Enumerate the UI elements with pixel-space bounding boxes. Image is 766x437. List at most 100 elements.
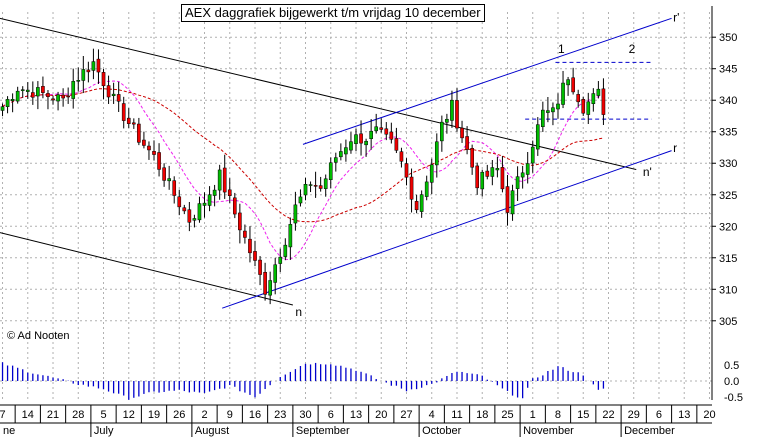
candle-body [31,92,35,98]
candle-body [399,151,404,162]
candle-body [51,98,55,101]
price-tick-label: 305 [719,316,737,328]
candle-body [147,145,151,151]
candle-body [389,131,394,140]
candle-body [283,244,288,257]
candle-body [475,165,480,189]
date-tick-label: 12 [123,409,135,421]
candle-body [500,167,505,190]
candle-body [601,88,606,115]
candle-body [152,151,156,155]
candle-body [354,134,358,145]
candle-body [485,170,490,177]
channel-bottom-label: r [673,141,677,155]
candle-body [187,209,192,223]
long-moving-average [2,88,604,223]
candle-body [515,176,520,189]
candle-body [253,251,257,261]
candle-body [520,172,525,178]
price-tick-label: 345 [719,64,737,76]
candle-body [359,133,363,144]
date-tick-label: 20 [703,409,715,421]
peak-1-label: 1 [558,42,565,56]
price-tick-label: 340 [719,95,737,107]
candle-body [525,163,530,175]
candle-body [298,196,303,204]
candle-body [561,82,565,105]
candle-body [429,164,434,183]
candle-body [596,88,601,96]
candle-body [61,94,65,99]
trendline-lower-label: n [295,305,302,319]
candle-body [303,183,308,196]
candle-body [323,178,328,189]
date-tick-label: 29 [628,409,640,421]
candle-body [207,194,212,206]
candle-body [541,109,545,127]
candle-body [546,110,550,113]
candle-body [202,202,207,206]
moving-averages [2,80,604,261]
date-tick-label: 13 [350,409,362,421]
candle-body [369,130,373,139]
candle-body [551,107,555,113]
date-tick-label: 20 [375,409,387,421]
candle-body [106,85,111,98]
candle-body [556,103,560,110]
candle-body [455,100,459,129]
candle-body [268,280,272,296]
candle-body [273,264,278,283]
date-tick-label: 27 [400,409,412,421]
candle-body [339,151,343,158]
candle-body [162,167,166,181]
uptrend-channel-bottom [222,150,672,309]
author-credit: © Ad Nooten [7,330,70,342]
candle-body [409,176,414,200]
candle-body [505,186,510,213]
candle-body [414,201,419,211]
date-tick-label: 11 [451,409,462,421]
candle-body [66,95,70,98]
date-tick-label: 30 [299,409,311,421]
candle-body [374,126,379,132]
peak-2-label: 2 [629,42,636,56]
candle-body [91,61,96,71]
candle-body [364,140,368,146]
indicator-bars [1,362,605,400]
candle-body [116,94,121,102]
date-tick-label: 4 [429,409,435,421]
date-tick-label: 7 [0,409,6,421]
month-label: November [523,425,574,437]
price-tick-label: 320 [719,221,737,233]
candle-body [41,86,45,93]
candle-body [535,124,540,150]
price-tick-label: 335 [719,127,737,139]
axes: 3053103153203253303353403453500.50.0-0.5… [0,6,743,437]
candle-body [404,163,409,178]
indicator-tick-label: -0.5 [724,392,743,404]
candle-body [222,167,227,193]
month-label: September [296,425,350,437]
candle-body [137,123,141,143]
candle-body [313,185,318,187]
date-tick-label: 26 [173,409,185,421]
downtrend-line-lower [0,232,293,306]
date-tick-label: 25 [501,409,513,421]
candle-body [15,90,20,102]
date-tick-label: 21 [47,409,59,421]
candle-body [232,197,237,215]
trendline-upper-label: n' [643,165,652,179]
candle-body [111,93,116,96]
price-tick-label: 325 [719,190,737,202]
price-tick-label: 330 [719,158,737,170]
candle-body [450,99,454,121]
candle-body [434,141,439,166]
date-tick-label: 23 [274,409,286,421]
candle-body [5,99,10,107]
candle-body [278,256,283,264]
candle-body [333,157,338,163]
month-label: ne [3,425,15,437]
downtrend-line-upper [0,17,637,171]
date-tick-label: 9 [227,409,233,421]
